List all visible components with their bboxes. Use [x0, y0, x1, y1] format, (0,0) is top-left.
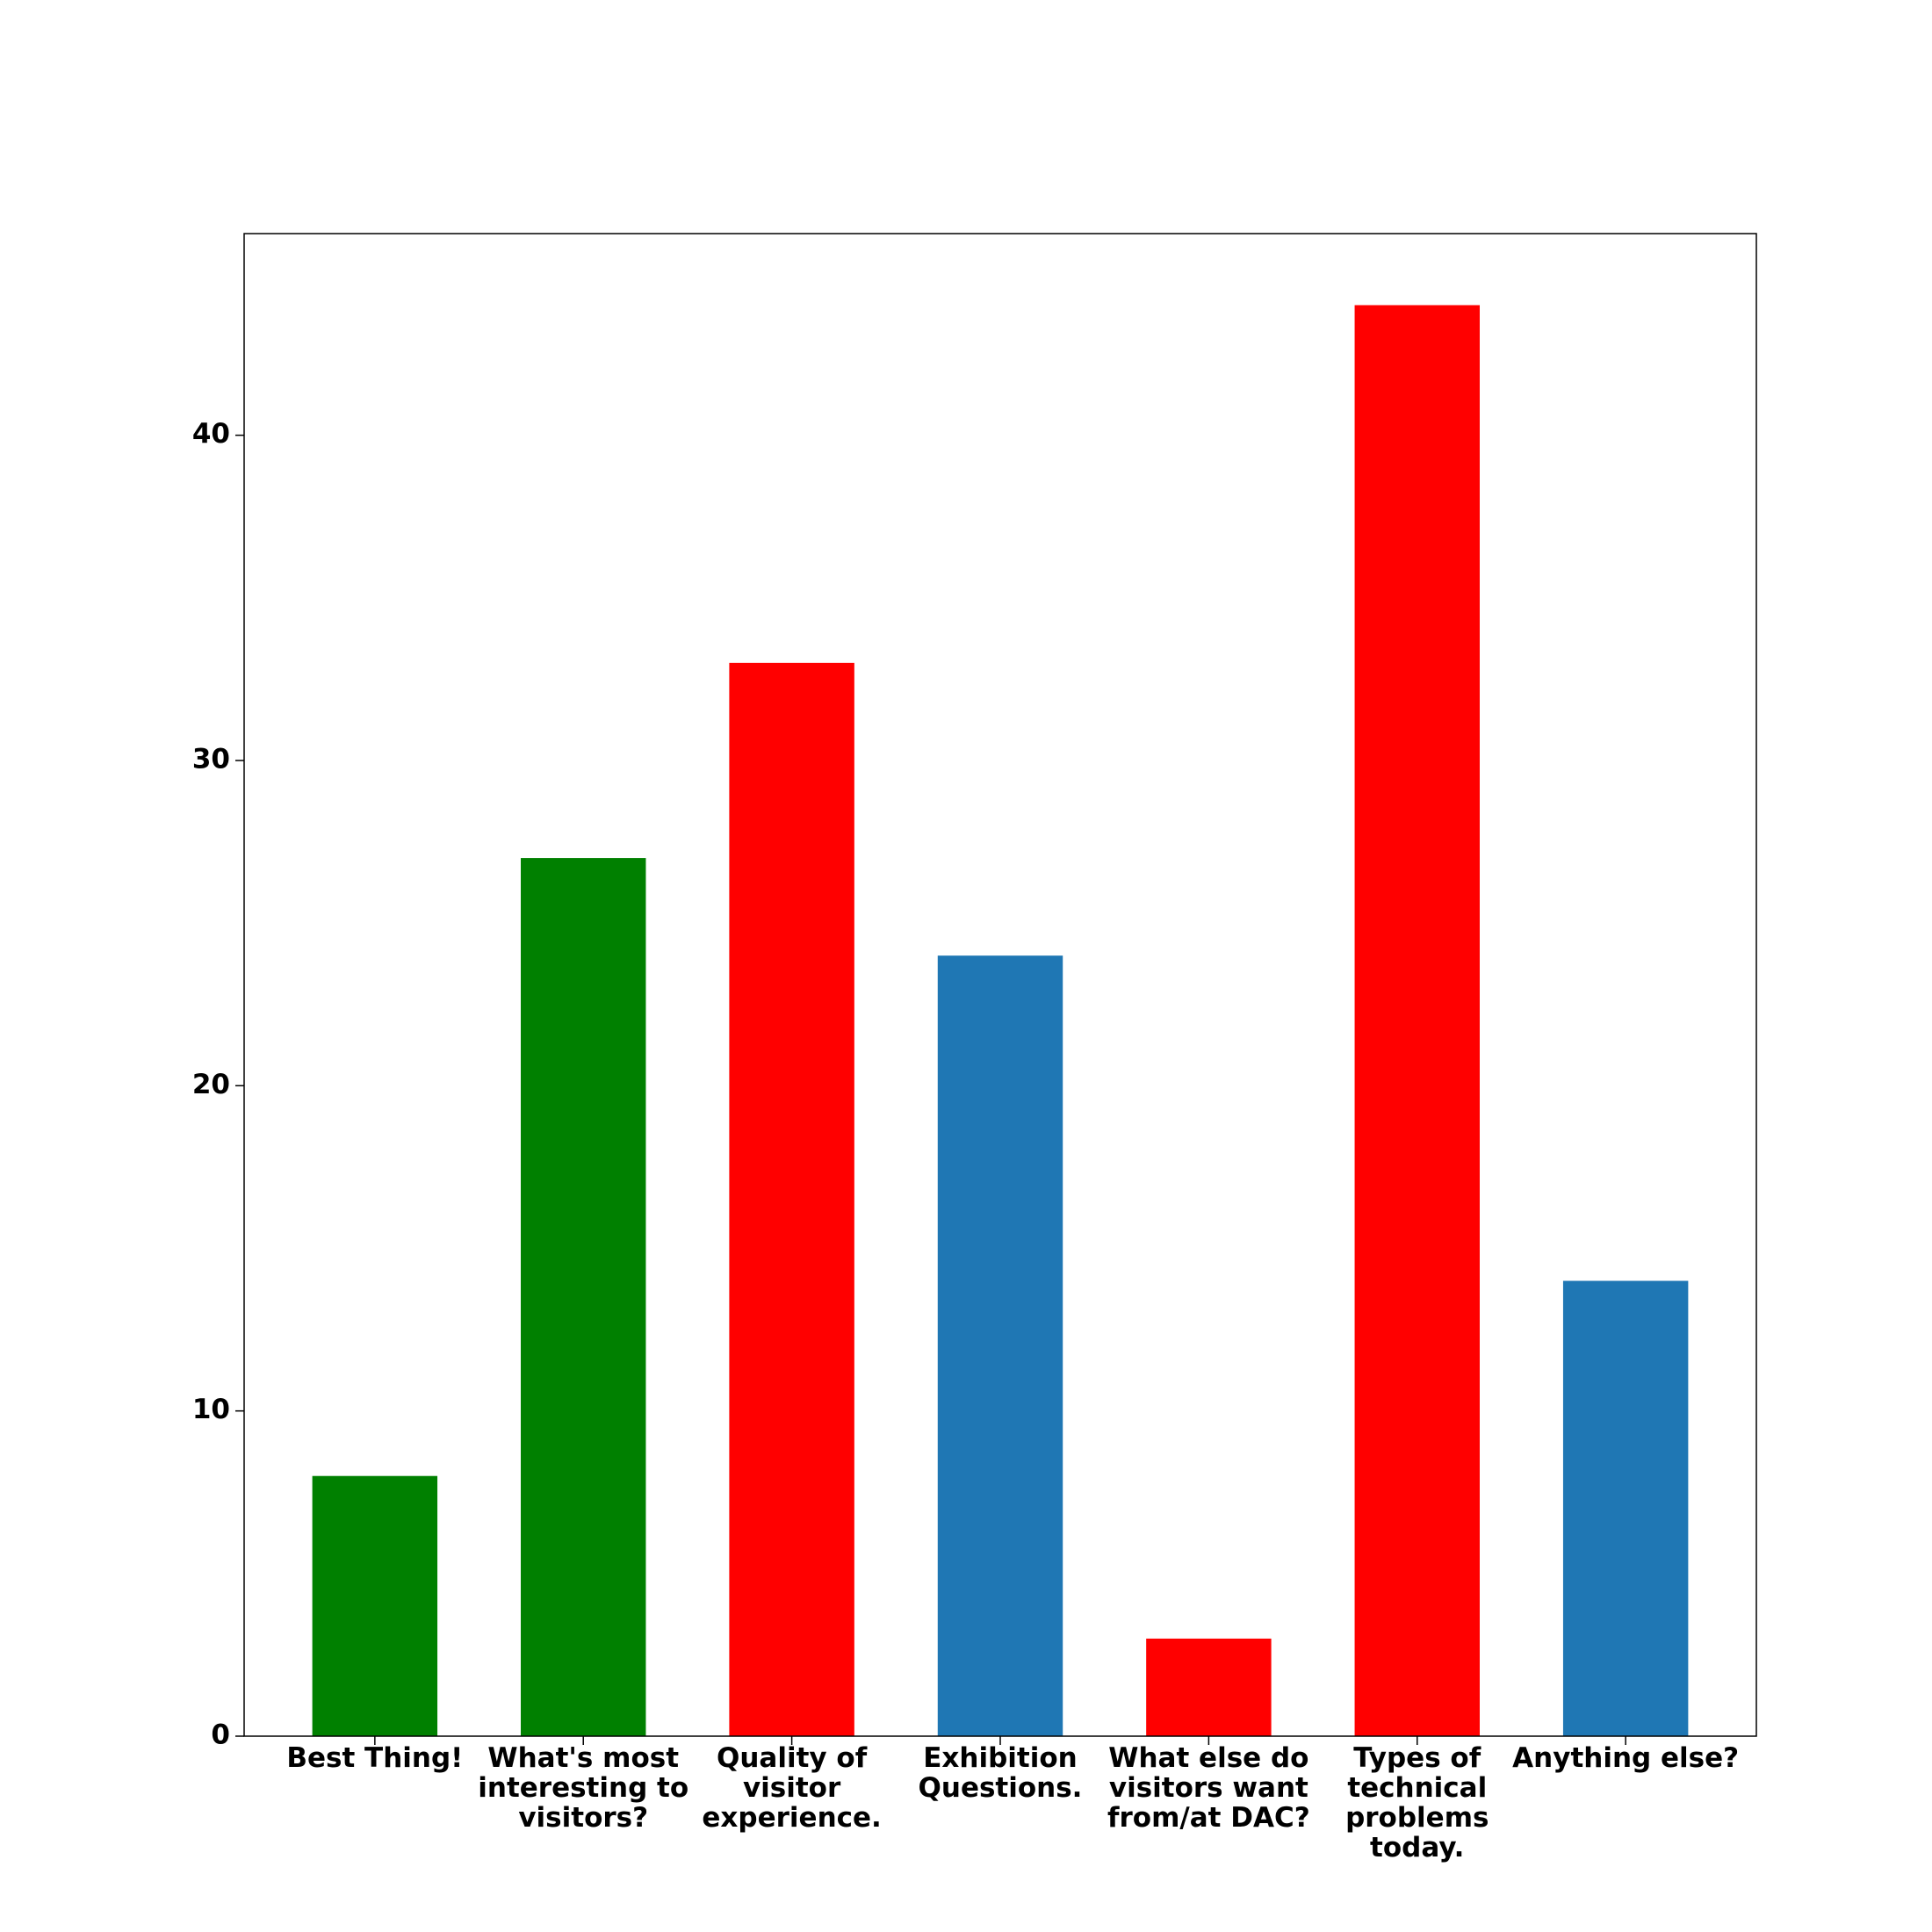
bar [1354, 305, 1480, 1736]
bar [1562, 1280, 1689, 1736]
y-tick-label: 0 [211, 1719, 230, 1751]
y-tick-label: 30 [192, 743, 230, 775]
x-tick-label: Best Thing! [286, 1742, 464, 1774]
bar [521, 858, 646, 1736]
bar [729, 662, 854, 1736]
x-tick-label: Quality of visitor experience. [702, 1742, 882, 1834]
x-tick-label: Exhibition Questions. [918, 1742, 1083, 1804]
bar [312, 1475, 438, 1736]
bar [937, 955, 1063, 1736]
y-tick-label: 20 [192, 1069, 230, 1100]
x-tick-label: Types of technical problems today. [1345, 1742, 1489, 1864]
x-tick-label: What else do visitors want from/at DAC? [1107, 1742, 1310, 1834]
x-tick-label: What's most interesting to visitors? [478, 1742, 689, 1834]
plot-frame [243, 233, 1757, 1737]
bar [1146, 1638, 1272, 1736]
y-tick-label: 40 [192, 418, 230, 450]
y-tick-label: 10 [192, 1394, 230, 1425]
x-tick-label: Anything else? [1512, 1742, 1740, 1774]
